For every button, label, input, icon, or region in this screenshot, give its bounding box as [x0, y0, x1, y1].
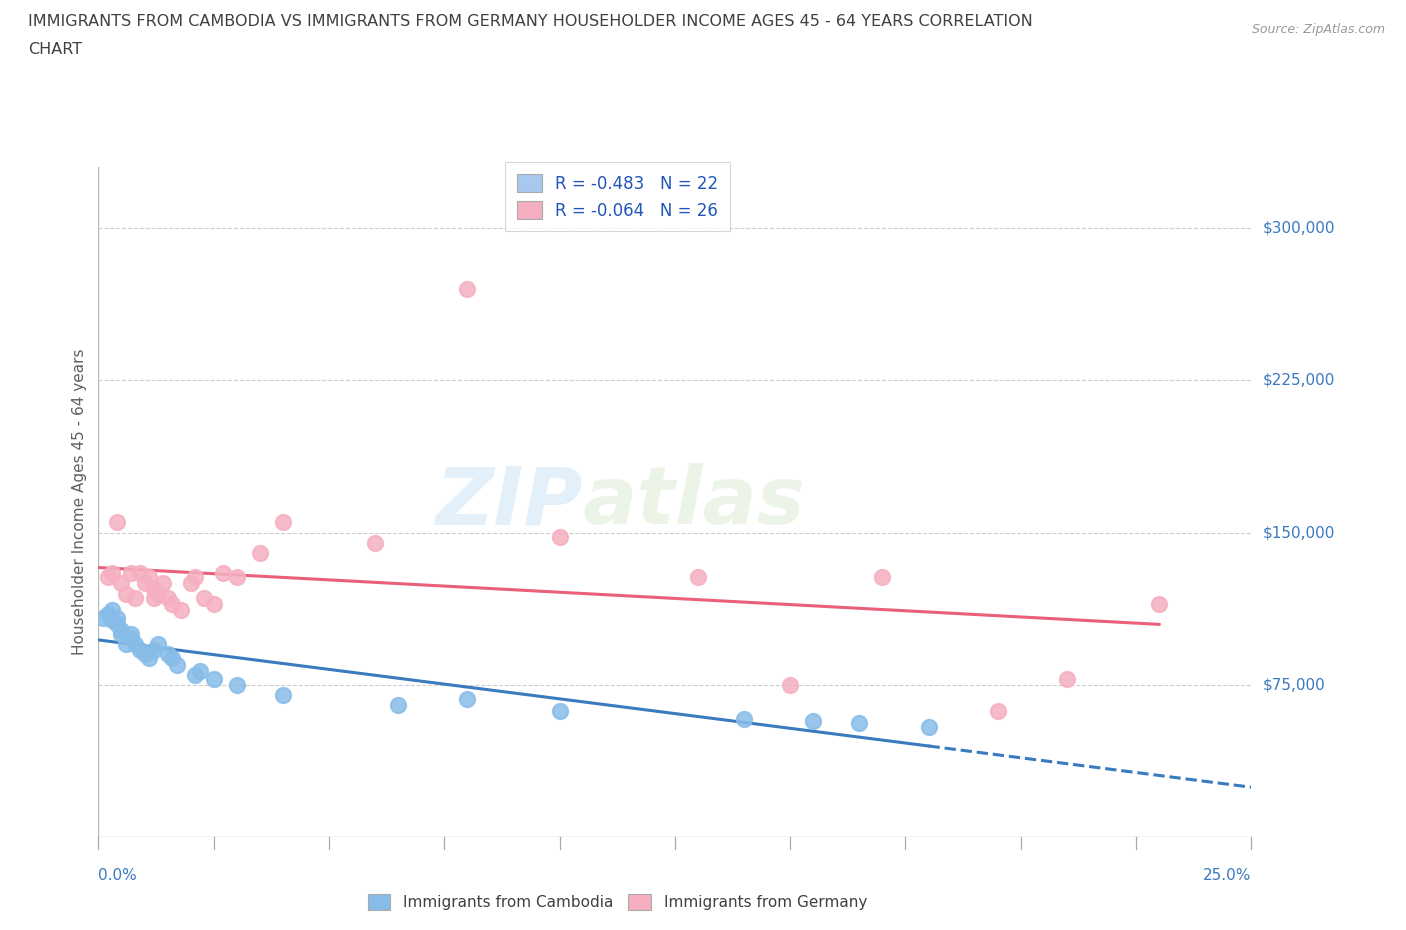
Point	[142, 582, 165, 597]
Point	[124, 591, 146, 605]
Point	[115, 637, 138, 652]
Point	[872, 570, 894, 585]
Point	[987, 704, 1010, 719]
Text: $225,000: $225,000	[1263, 373, 1334, 388]
Point	[1056, 671, 1078, 686]
Point	[193, 591, 215, 605]
Text: $150,000: $150,000	[1263, 525, 1334, 540]
Point	[387, 698, 409, 712]
Point	[101, 613, 124, 628]
Point	[456, 282, 478, 297]
Point	[115, 586, 138, 601]
Point	[120, 627, 142, 642]
Point	[548, 529, 571, 544]
Point	[142, 643, 165, 658]
Text: Source: ZipAtlas.com: Source: ZipAtlas.com	[1251, 23, 1385, 36]
Point	[1147, 596, 1170, 611]
Point	[134, 576, 156, 591]
Text: 25.0%: 25.0%	[1204, 868, 1251, 883]
Point	[129, 643, 152, 658]
Point	[686, 570, 709, 585]
Point	[160, 596, 183, 611]
Point	[456, 692, 478, 707]
Point	[142, 591, 165, 605]
Point	[188, 663, 211, 678]
Point	[779, 677, 801, 692]
Point	[848, 716, 870, 731]
Point	[134, 647, 156, 662]
Point	[271, 687, 294, 702]
Point	[97, 570, 120, 585]
Text: $75,000: $75,000	[1263, 677, 1326, 692]
Text: CHART: CHART	[28, 42, 82, 57]
Point	[124, 637, 146, 652]
Point	[148, 586, 170, 601]
Point	[110, 627, 132, 642]
Point	[202, 671, 225, 686]
Point	[110, 622, 132, 637]
Point	[202, 596, 225, 611]
Point	[801, 714, 824, 729]
Point	[148, 637, 170, 652]
Point	[120, 631, 142, 645]
Point	[249, 546, 271, 561]
Point	[180, 576, 202, 591]
Point	[105, 515, 128, 530]
Point	[97, 606, 120, 621]
Point	[225, 677, 247, 692]
Point	[101, 565, 124, 580]
Y-axis label: Householder Income Ages 45 - 64 years: Householder Income Ages 45 - 64 years	[72, 349, 87, 656]
Point	[91, 610, 114, 625]
Point	[110, 576, 132, 591]
Point	[120, 565, 142, 580]
Text: 0.0%: 0.0%	[98, 868, 138, 883]
Point	[138, 651, 160, 666]
Point	[156, 591, 179, 605]
Point	[212, 565, 235, 580]
Point	[138, 570, 160, 585]
Point	[152, 576, 174, 591]
Legend: Immigrants from Cambodia, Immigrants from Germany: Immigrants from Cambodia, Immigrants fro…	[361, 888, 873, 916]
Point	[105, 610, 128, 625]
Point	[156, 647, 179, 662]
Text: ZIP: ZIP	[436, 463, 582, 541]
Text: atlas: atlas	[582, 463, 806, 541]
Point	[271, 515, 294, 530]
Point	[184, 667, 207, 682]
Point	[101, 603, 124, 618]
Point	[225, 570, 247, 585]
Point	[166, 658, 188, 672]
Point	[184, 570, 207, 585]
Point	[364, 536, 387, 551]
Text: $300,000: $300,000	[1263, 220, 1334, 236]
Point	[733, 711, 755, 726]
Point	[129, 565, 152, 580]
Point	[105, 617, 128, 631]
Text: IMMIGRANTS FROM CAMBODIA VS IMMIGRANTS FROM GERMANY HOUSEHOLDER INCOME AGES 45 -: IMMIGRANTS FROM CAMBODIA VS IMMIGRANTS F…	[28, 14, 1033, 29]
Point	[548, 704, 571, 719]
Point	[917, 720, 939, 735]
Point	[170, 603, 193, 618]
Point	[160, 651, 183, 666]
